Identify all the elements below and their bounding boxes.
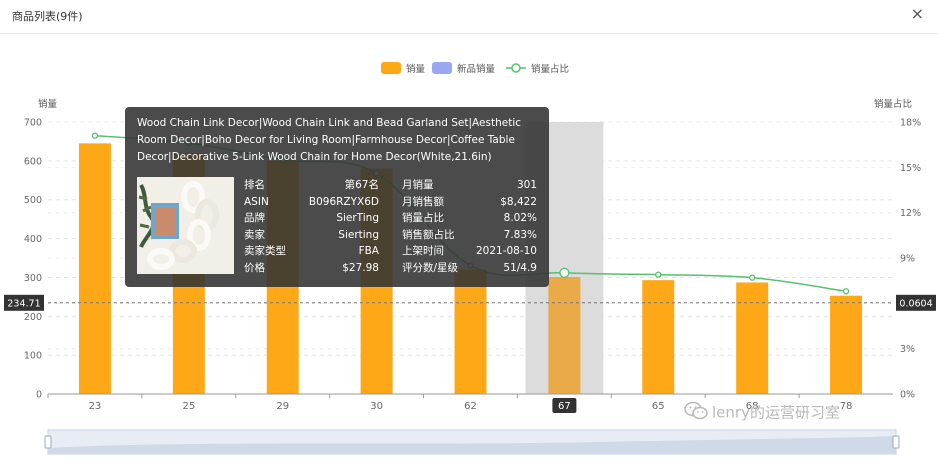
bar <box>830 295 863 394</box>
tooltip-row-value: SierTing <box>336 212 379 224</box>
x-tick-label: 65 <box>652 401 665 412</box>
y-tick-label-right: 0% <box>900 390 915 401</box>
legend-swatch <box>381 62 401 74</box>
legend-label: 销量 <box>406 63 426 75</box>
line-point <box>842 288 850 295</box>
tooltip-row-value: 第67名 <box>344 179 379 191</box>
tooltip-row-label: ASIN <box>244 195 269 208</box>
tooltip-row-value: 2021-08-10 <box>475 245 537 257</box>
legend-label: 销量占比 <box>531 63 569 75</box>
modal-title: 商品列表(9件) <box>12 10 83 23</box>
product-tooltip: Wood Chain Link Decor|Wood Chain Link an… <box>125 107 549 287</box>
bar <box>548 277 581 394</box>
y-axis-title-right: 销量占比 <box>874 98 912 110</box>
bar <box>78 143 111 394</box>
line-point <box>559 267 570 278</box>
tooltip-row-label: 排名 <box>244 179 265 191</box>
x-tick-label: 29 <box>276 401 289 412</box>
tooltip-row-value: 51/4.9 <box>503 261 537 274</box>
tooltip-row-label: 月销售额 <box>402 195 444 208</box>
y-tick-label-left: 300 <box>24 273 42 284</box>
legend-swatch <box>511 63 521 73</box>
bar <box>454 269 487 394</box>
x-tick-label: 67 <box>558 401 571 412</box>
zoom-slider-preview <box>48 436 896 454</box>
tooltip-row-value: FBA <box>358 245 379 257</box>
crosshair-label-left-bg <box>4 294 44 311</box>
x-tick-label: 23 <box>89 401 102 412</box>
product-image <box>137 177 234 274</box>
y-tick-label-left: 600 <box>24 156 42 167</box>
x-tick-highlight <box>552 398 577 413</box>
y-tick-label-right: 18% <box>900 118 921 129</box>
close-icon[interactable]: × <box>910 4 924 23</box>
tooltip-row-label: 卖家类型 <box>244 245 286 257</box>
tooltip-row-value: 301 <box>516 179 537 191</box>
crosshair-label-left: 234.71 <box>7 298 40 309</box>
x-tick-label: 68 <box>746 401 759 412</box>
tooltip-row-value: $27.98 <box>342 261 379 274</box>
modal-header: 商品列表(9件) × <box>0 0 938 34</box>
y-tick-label-left: 700 <box>24 118 42 129</box>
y-tick-label-left: 0 <box>36 390 42 401</box>
crosshair-label-right-bg <box>896 294 936 311</box>
y-tick-label-right: 9% <box>900 254 915 265</box>
line-point <box>655 271 662 278</box>
tooltip-row-label: 卖家 <box>244 228 265 241</box>
x-tick-label: 62 <box>464 401 477 412</box>
tooltip-row-label: 上架时间 <box>402 245 444 257</box>
zoom-handle[interactable] <box>44 435 52 449</box>
tooltip-row-value: 8.02% <box>503 212 537 224</box>
tooltip-row-value: B096RZYX6D <box>308 195 379 208</box>
tooltip-row-value: $8,422 <box>500 195 537 208</box>
tooltip-row-label: 销量占比 <box>402 212 444 224</box>
y-tick-label-left: 500 <box>24 195 42 206</box>
y-axis-title-left: 销量 <box>38 98 58 110</box>
y-tick-label-right: 12% <box>900 208 921 219</box>
legend-swatch <box>432 62 452 74</box>
line-point <box>91 132 99 139</box>
bar <box>642 280 675 394</box>
tooltip-row-label: 销售额占比 <box>402 228 455 241</box>
y-tick-label-left: 200 <box>24 312 42 323</box>
legend-label: 新品销量 <box>457 63 496 75</box>
y-tick-label-right: 3% <box>900 344 915 355</box>
y-tick-label-right: 15% <box>900 163 921 174</box>
bar <box>736 282 769 394</box>
tooltip-product-title: Wood Chain Link Decor|Wood Chain Link an… <box>137 117 522 163</box>
watermark-text: lenry的运营研习室 <box>712 403 840 422</box>
tooltip-row-label: 品牌 <box>244 212 265 224</box>
watermark: lenry的运营研习室 <box>684 401 840 425</box>
tooltip-row-value: Sierting <box>338 228 379 241</box>
crosshair-label-right: 0.0604 <box>899 298 932 309</box>
x-tick-label: 25 <box>182 401 195 412</box>
y-tick-label-left: 400 <box>24 234 42 245</box>
tooltip-row-label: 价格 <box>244 261 265 274</box>
y-tick-label-left: 100 <box>24 351 42 362</box>
x-tick-label: 78 <box>840 401 853 412</box>
x-tick-label: 30 <box>370 401 383 412</box>
wechat-icon <box>684 401 708 425</box>
zoom-handle[interactable] <box>892 435 900 449</box>
tooltip-row-label: 月销量 <box>402 179 434 191</box>
line-point <box>749 274 756 281</box>
tooltip-row-value: 7.83% <box>503 228 537 241</box>
tooltip-row-label: 评分数/星级 <box>402 261 459 274</box>
